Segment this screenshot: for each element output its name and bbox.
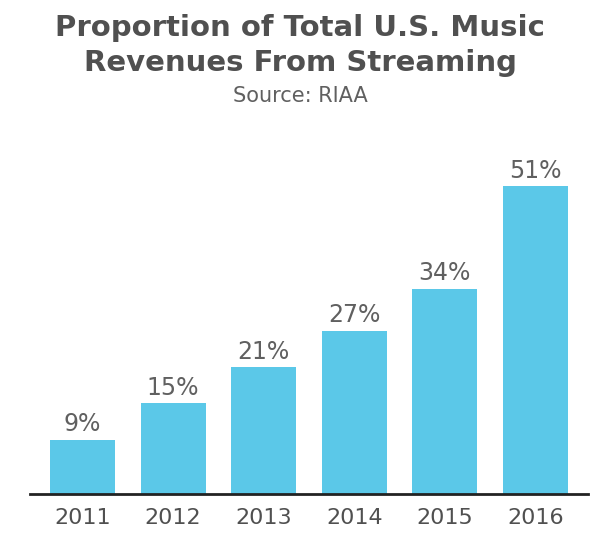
Text: 27%: 27% xyxy=(328,304,380,328)
Bar xyxy=(412,289,478,494)
Text: Proportion of Total U.S. Music
Revenues From Streaming: Proportion of Total U.S. Music Revenues … xyxy=(55,14,545,76)
Text: 9%: 9% xyxy=(64,412,101,436)
Bar xyxy=(50,440,115,494)
Text: 21%: 21% xyxy=(238,340,290,364)
Bar xyxy=(140,403,206,494)
Bar xyxy=(322,331,387,494)
Text: 15%: 15% xyxy=(147,376,199,400)
Bar xyxy=(231,367,296,494)
Bar xyxy=(503,186,568,494)
Text: 34%: 34% xyxy=(419,261,471,285)
Text: 51%: 51% xyxy=(509,158,562,182)
Text: Source: RIAA: Source: RIAA xyxy=(233,86,367,107)
